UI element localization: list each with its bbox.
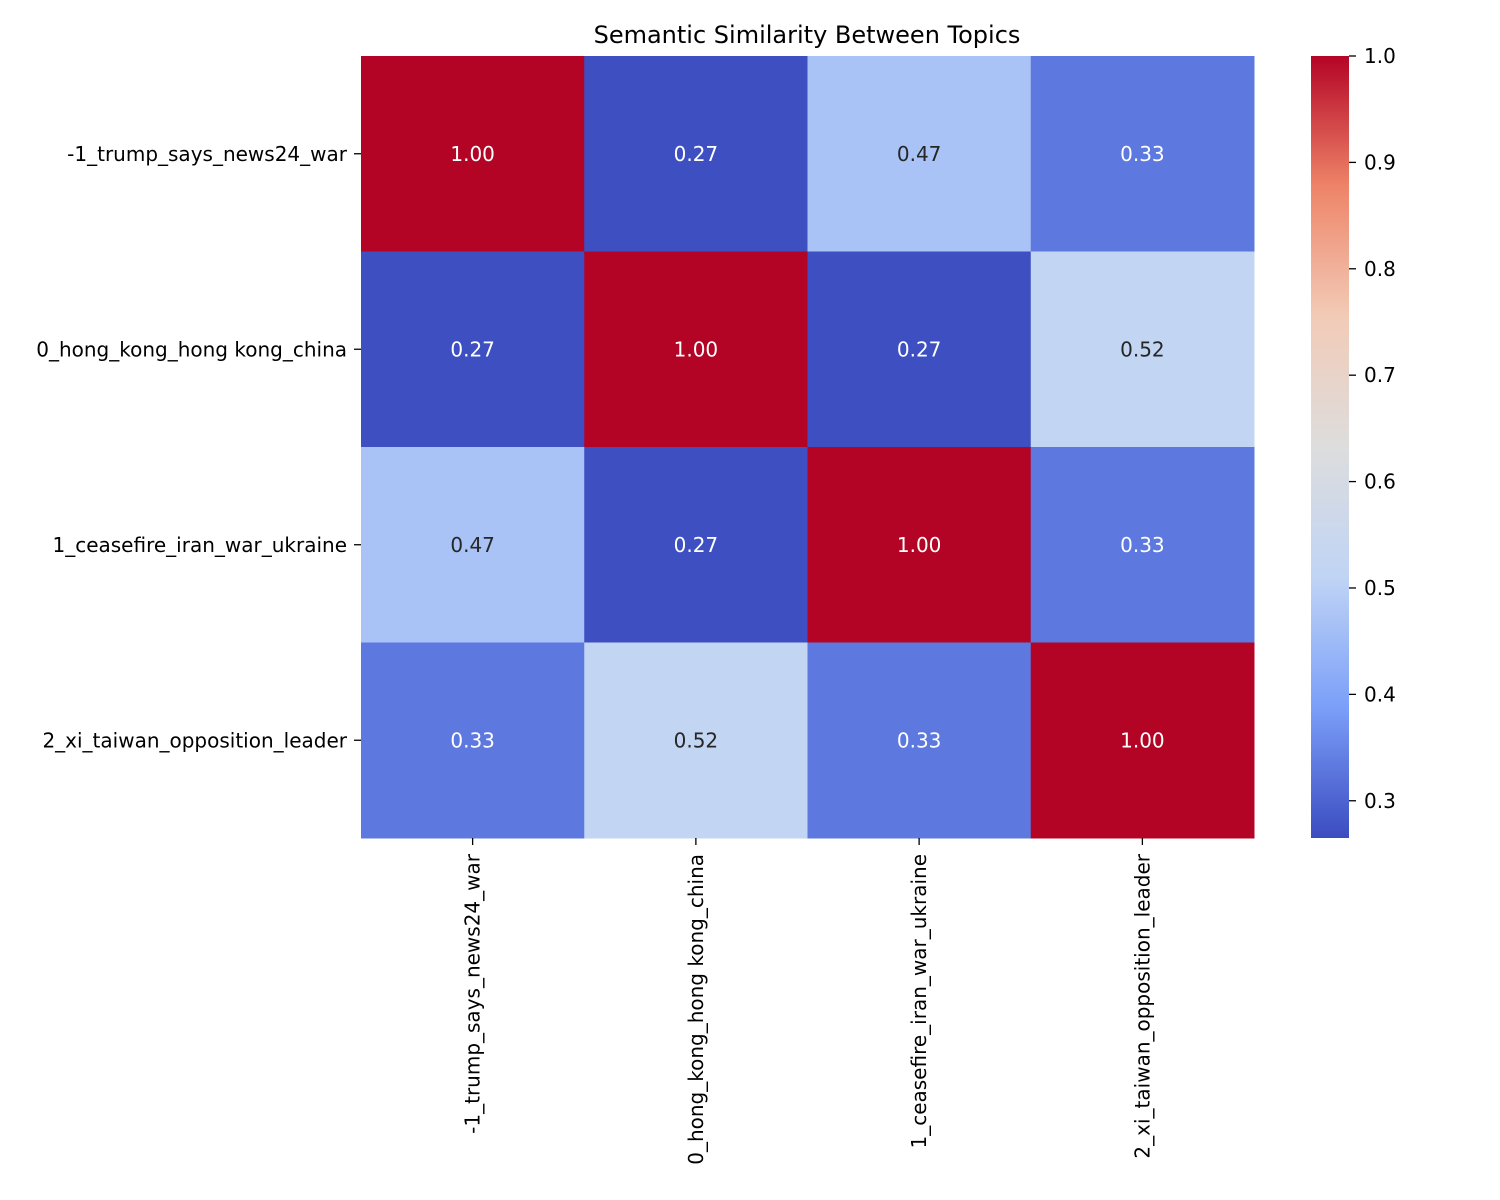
cell-value-label: 1.00 (450, 142, 495, 166)
cell-value-label: 0.27 (674, 142, 719, 166)
cell-value-label: 0.52 (1120, 337, 1165, 361)
heatmap-cells (361, 56, 1255, 839)
heatmap-cell (361, 56, 585, 252)
y-tick-label: 1_ceasefire_iran_war_ukraine (52, 533, 347, 557)
x-tick-label: 2_xi_taiwan_opposition_leader (1130, 853, 1154, 1158)
heatmap-cell (1030, 642, 1255, 839)
cell-value-label: 0.27 (897, 337, 942, 361)
cell-value-label: 1.00 (897, 533, 942, 557)
heatmap-cell (807, 642, 1032, 839)
colorbar: 0.3 0.4 0.5 0.6 0.7 0.8 0.9 1.0 (1311, 44, 1396, 838)
heatmap-cell (584, 642, 808, 839)
colorbar-tick-label: 0.5 (1364, 576, 1396, 600)
x-tick-label: 1_ceasefire_iran_war_ukraine (907, 854, 931, 1149)
x-axis: -1_trump_says_news24_war 0_hong_kong_hong… (461, 838, 1154, 1165)
x-tick-label: -1_trump_says_news24_war (461, 853, 485, 1134)
colorbar-tick-label: 0.9 (1364, 150, 1396, 174)
heatmap-cell (361, 251, 585, 448)
cell-value-label: 1.00 (674, 337, 719, 361)
cell-value-label: 0.27 (450, 337, 495, 361)
cell-value-label: 0.33 (1120, 533, 1165, 557)
heatmap-cell-labels: 1.00 0.27 0.47 0.33 0.27 1.00 0.27 0.52 0.47 0.27… (450, 142, 1164, 753)
cell-value-label: 0.47 (897, 142, 942, 166)
y-axis: -1_trump_says_news24_war 0_hong_kong_hong… (36, 142, 361, 752)
heatmap-cell (584, 251, 808, 448)
cell-value-label: 0.47 (450, 533, 495, 557)
cell-value-label: 0.33 (897, 728, 942, 752)
colorbar-tick-label: 0.3 (1364, 789, 1396, 813)
y-tick-label: 2_xi_taiwan_opposition_leader (42, 728, 347, 752)
y-tick-label: -1_trump_says_news24_war (67, 142, 348, 166)
cell-value-label: 0.27 (674, 533, 719, 557)
chart-title: Semantic Similarity Between Topics (594, 21, 1021, 49)
cell-value-label: 0.52 (674, 728, 719, 752)
colorbar-tick-label: 0.4 (1364, 682, 1396, 706)
heatmap-cell (807, 56, 1032, 252)
heatmap-cell (584, 56, 808, 252)
heatmap-cell (1030, 447, 1255, 643)
heatmap-cell (807, 251, 1032, 448)
y-tick-label: 0_hong_kong_hong kong_china (36, 337, 347, 361)
heatmap-cell (361, 642, 585, 839)
cell-value-label: 0.33 (1120, 142, 1165, 166)
heatmap-cell (1030, 56, 1255, 252)
cell-value-label: 0.33 (450, 728, 495, 752)
colorbar-gradient (1311, 56, 1349, 838)
colorbar-tick-label: 0.8 (1364, 257, 1396, 281)
heatmap-cell (584, 447, 808, 643)
colorbar-tick-label: 0.7 (1364, 363, 1396, 387)
colorbar-tick-label: 1.0 (1364, 44, 1396, 68)
x-tick-label: 0_hong_kong_hong kong_china (684, 854, 708, 1165)
cell-value-label: 1.00 (1120, 728, 1165, 752)
heatmap-cell (807, 447, 1032, 643)
heatmap-cell (361, 447, 585, 643)
heatmap-cell (1030, 251, 1255, 448)
colorbar-tick-label: 0.6 (1364, 470, 1396, 494)
